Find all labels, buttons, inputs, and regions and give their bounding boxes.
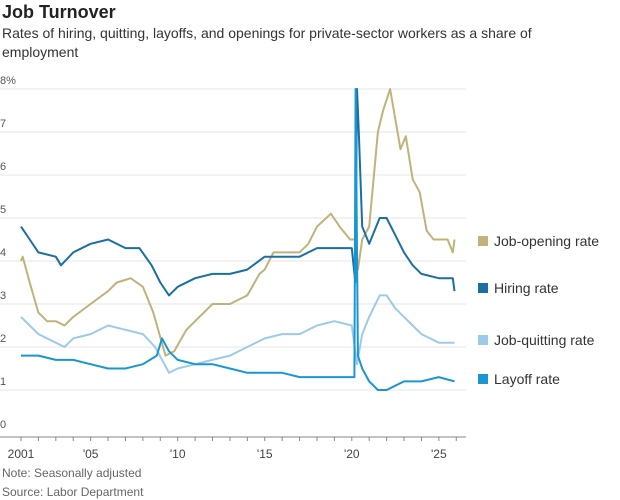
legend-swatch: [478, 283, 488, 293]
series-line-layoff-rate: [21, 88, 455, 391]
chart-title: Job Turnover: [2, 2, 116, 22]
x-tick-label: '10: [170, 447, 186, 461]
legend-swatch: [478, 236, 488, 246]
note: Note: Seasonally adjusted: [2, 466, 142, 480]
source: Source: Labor Department: [2, 485, 144, 499]
legend-label: Hiring rate: [494, 280, 559, 296]
y-tick-label: 3: [0, 290, 6, 302]
series-line-hiring-rate: [20, 88, 456, 297]
legend-swatch: [478, 335, 488, 345]
x-tick-label: '05: [83, 447, 99, 461]
legend-label: Job-opening rate: [494, 233, 599, 249]
y-tick-label: 0: [0, 419, 6, 431]
y-tick-label: 1: [0, 376, 6, 388]
y-tick-label: 8%: [0, 75, 16, 87]
y-tick-label: 4: [0, 247, 6, 259]
legend-label: Layoff rate: [494, 371, 560, 387]
y-tick-label: 5: [0, 204, 6, 216]
y-tick-label: 2: [0, 333, 6, 345]
x-tick-label: '25: [431, 447, 447, 461]
x-tick-label: 2001: [8, 447, 35, 461]
chart-subtitle: Rates of hiring, quitting, layoffs, and …: [2, 25, 532, 60]
legend-swatch: [478, 374, 488, 384]
y-tick-label: 6: [0, 161, 6, 173]
series-line-job-quitting-rate: [20, 294, 455, 374]
series-line-job-opening-rate: [20, 88, 456, 357]
y-tick-label: 7: [0, 118, 6, 130]
x-tick-label: '20: [344, 447, 360, 461]
x-tick-label: '15: [257, 447, 273, 461]
legend-label: Job-quitting rate: [494, 332, 595, 348]
